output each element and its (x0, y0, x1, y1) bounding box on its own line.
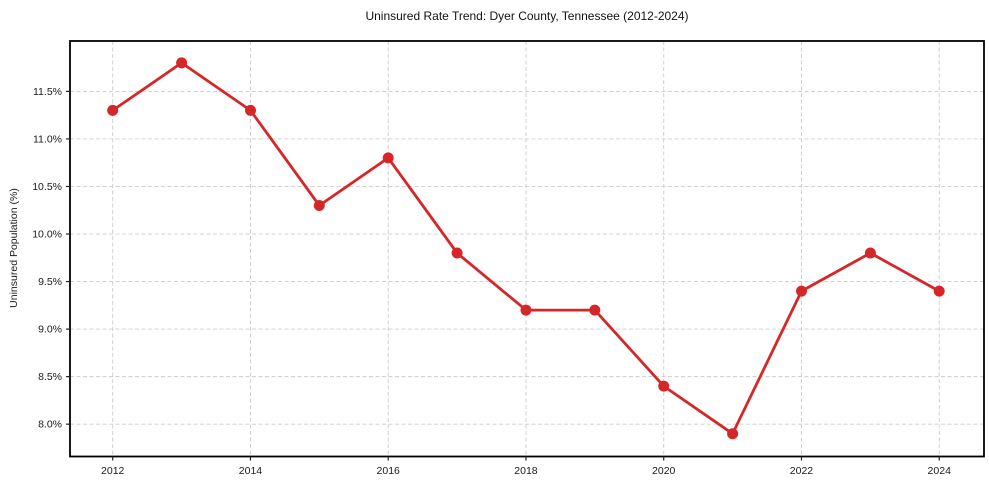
data-point-marker (658, 380, 670, 392)
data-point-marker (107, 104, 119, 116)
data-point-marker (451, 247, 463, 259)
data-point-marker (520, 304, 532, 316)
y-tick-label: 9.5% (38, 276, 62, 288)
data-point-marker (176, 57, 188, 69)
x-tick-label: 2012 (101, 465, 125, 477)
data-point-marker (245, 104, 256, 116)
plot-border (69, 40, 985, 458)
x-tick-label: 2020 (652, 465, 676, 477)
y-tick-label: 8.0% (38, 419, 62, 431)
x-tick-label: 2014 (239, 465, 263, 477)
data-point-marker (864, 247, 876, 259)
data-point-marker (589, 304, 601, 316)
data-point-marker (933, 285, 945, 297)
y-tick-label: 10.5% (32, 181, 62, 193)
y-tick-label: 11.0% (33, 133, 62, 145)
y-tick-label: 10.0% (32, 229, 62, 241)
data-point-marker (796, 285, 807, 297)
data-point-marker (313, 200, 325, 211)
chart-title: Uninsured Rate Trend: Dyer County, Tenne… (365, 9, 689, 23)
y-tick-label: 8.5% (38, 371, 62, 383)
y-tick-label: 11.5% (33, 86, 62, 98)
data-point-marker (382, 152, 394, 164)
y-tick-label: 9.0% (38, 324, 62, 336)
x-tick-label: 2016 (377, 465, 401, 477)
x-tick-label: 2024 (928, 465, 952, 477)
data-line (111, 61, 941, 436)
data-point-marker (727, 428, 739, 440)
x-tick-label: 2022 (790, 465, 814, 477)
x-tick-label: 2018 (514, 465, 538, 477)
